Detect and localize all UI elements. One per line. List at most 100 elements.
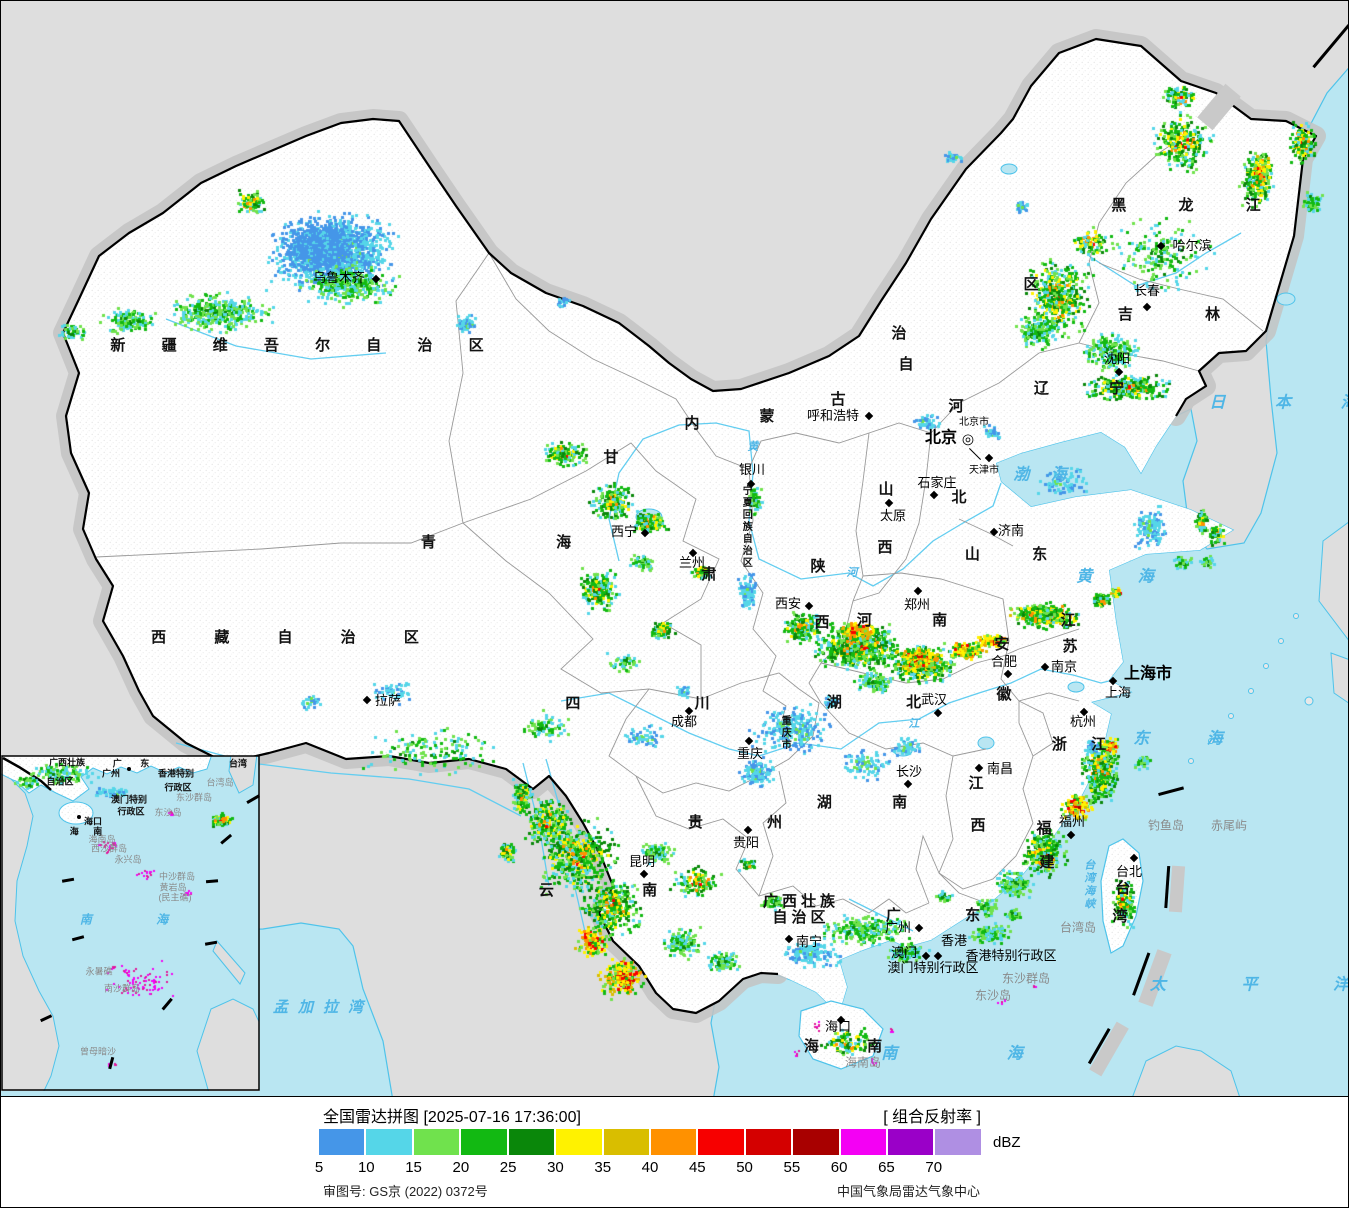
province-label: 河	[948, 398, 964, 416]
province-label: 山 东	[964, 546, 1072, 564]
province-label: 治	[891, 325, 907, 343]
colorbar-tick: 20	[452, 1159, 470, 1176]
capital-marker: ◎	[961, 430, 975, 447]
city-label: 西安	[774, 596, 802, 612]
province-label: 山	[878, 481, 894, 499]
city-label: 海口	[824, 1019, 852, 1035]
colorbar-tick: 5	[314, 1159, 324, 1176]
colorbar-tick: 60	[830, 1159, 848, 1176]
colorbar-tick: 30	[547, 1159, 564, 1176]
province-label: 徽	[996, 686, 1012, 704]
colorbar-tick: 40	[641, 1159, 659, 1176]
island-label: 海南岛	[844, 1055, 882, 1070]
radar-echo-canvas	[1, 1, 1348, 1096]
province-label: 四 川	[565, 695, 765, 713]
colorbar-segment	[935, 1129, 981, 1155]
province-label: 新 疆 维 吾 尔 自 治 区	[110, 337, 500, 355]
city-label: 沈阳	[1103, 351, 1131, 367]
colorbar-tick: 35	[594, 1159, 612, 1176]
inset-label: 东沙岛	[154, 807, 182, 818]
sea-label: 河	[846, 566, 858, 580]
colorbar-segment	[508, 1129, 555, 1155]
inset-label: 台湾岛	[206, 777, 234, 788]
colorbar-segment	[888, 1129, 934, 1155]
province-label: 肃	[701, 566, 717, 584]
province-label: 重庆市	[779, 715, 791, 751]
colorbar-segment	[603, 1129, 649, 1155]
sea-label: 日 本 海	[1209, 392, 1348, 412]
municipality-label: 上海市	[1123, 665, 1173, 683]
inset-label: 行政区	[164, 782, 192, 793]
city-dot-marker	[77, 815, 81, 819]
city-label: 香港特别行政区	[965, 948, 1057, 964]
inset-label: 西沙群岛	[90, 843, 128, 854]
inset-label: 海 南	[69, 826, 109, 837]
sea-label: 黄	[747, 440, 759, 454]
colorbar-tick: 65	[878, 1159, 895, 1176]
province-label: 自	[898, 356, 914, 374]
inset-label: 海南岛	[88, 834, 116, 845]
city-label: 杭州	[1069, 714, 1097, 730]
colorbar-segment	[650, 1129, 697, 1155]
province-label: 自治区	[772, 909, 830, 927]
map-title: 全国雷达拼图 [2025-07-16 17:36:00]	[323, 1109, 581, 1126]
colorbar-segment	[745, 1129, 792, 1155]
sea-label: 江	[908, 717, 920, 731]
city-label: 南京	[1050, 659, 1078, 675]
sea-label: 孟加拉湾	[272, 998, 374, 1017]
city-label: 拉萨	[374, 693, 402, 709]
inset-label: 香港特别	[157, 768, 195, 779]
city-dot-marker	[127, 767, 131, 771]
inset-label: (民主礁)	[158, 892, 192, 903]
inset-label: 澳门特别	[110, 794, 148, 805]
city-label: 太原	[879, 508, 907, 524]
province-label: 吉 林	[1117, 306, 1255, 324]
inset-label: 南沙群岛	[103, 983, 141, 994]
city-label: 澳门特别行政区	[887, 960, 979, 976]
province-label: 西	[814, 614, 830, 632]
product-label: [ 组合反射率 ]	[883, 1109, 981, 1126]
province-label: 福	[1036, 820, 1052, 838]
province-label: 湖 北	[826, 694, 952, 712]
inset-label: 广州	[101, 768, 121, 779]
radar-map: ◎ 新 疆 维 吾 尔 自 治 区西 藏 自 治 区青 海内蒙古自治区黑 龙 江…	[1, 1, 1348, 1097]
city-label: 南昌	[986, 761, 1014, 777]
province-label: 台	[1115, 880, 1131, 898]
city-label: 昆明	[628, 854, 656, 870]
city-label: 北京市	[959, 416, 989, 428]
sea-label: 渤 海	[1013, 464, 1075, 484]
inset-label: 广西壮族	[48, 757, 86, 768]
inset-label: 南 海	[79, 912, 199, 927]
colorbar-segment	[556, 1129, 602, 1155]
province-label: 蒙	[759, 408, 775, 426]
province-label: 贵 州	[687, 814, 813, 832]
inset-label: 行政区	[117, 806, 145, 817]
province-label: 西 藏 自 治 区	[151, 629, 441, 647]
province-label: 宁夏回族自治区	[740, 485, 752, 569]
province-label: 河 南	[856, 612, 976, 630]
city-label: 济南	[997, 523, 1025, 539]
island-label: 东沙岛	[974, 988, 1012, 1003]
colorbar-tick: 15	[405, 1159, 422, 1176]
sea-label: 东 海	[1133, 728, 1249, 748]
sea-label: 台湾海峡	[1082, 859, 1096, 911]
province-label: 浙 江	[1051, 736, 1117, 754]
colorbar-segment	[366, 1129, 412, 1155]
inset-label: 海口	[83, 816, 103, 827]
city-label: 兰州	[678, 555, 706, 571]
province-label: 江	[968, 775, 984, 793]
colorbar-segment	[840, 1129, 887, 1155]
colorbar-tick: 70	[925, 1159, 943, 1176]
inset-label: 自治区	[46, 776, 74, 787]
province-label: 湾	[1112, 908, 1128, 926]
inset-label: 黄岩岛	[159, 882, 187, 893]
city-label: 长春	[1133, 283, 1161, 299]
sea-label: 黄 海	[1076, 566, 1174, 586]
license-number: 审图号: GS京 (2022) 0372号	[323, 1184, 488, 1199]
colorbar-segment	[319, 1129, 365, 1155]
island-label: 东沙群岛	[1001, 971, 1051, 986]
province-label: 区	[1023, 276, 1039, 294]
city-label: 长沙	[895, 764, 923, 780]
city-label: 南宁	[795, 934, 823, 950]
